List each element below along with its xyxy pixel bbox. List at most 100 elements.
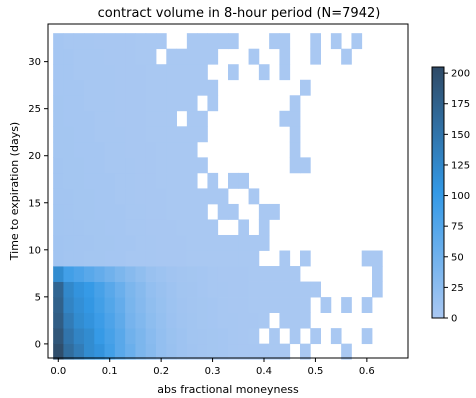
heatmap-cell: [63, 203, 75, 220]
heatmap-cell: [197, 219, 208, 236]
x-tick-label: 0.4: [256, 366, 272, 377]
heatmap-cell: [84, 141, 95, 158]
heatmap-cell: [156, 281, 167, 298]
heatmap-cell: [176, 79, 188, 96]
heatmap-cell: [156, 343, 167, 360]
heatmap-cell: [125, 141, 136, 158]
heatmap-cell: [63, 33, 75, 50]
heatmap-cell: [145, 126, 157, 143]
heatmap-cell: [186, 64, 198, 81]
heatmap-cell: [63, 64, 75, 81]
heatmap-cell: [207, 281, 219, 298]
heatmap-cell: [156, 219, 167, 236]
heatmap-cell: [125, 110, 136, 127]
heatmap-cell: [269, 266, 280, 282]
heatmap-cell: [135, 343, 147, 360]
heatmap-cell: [361, 297, 373, 313]
heatmap-cell: [156, 328, 167, 345]
heatmap-cell: [310, 281, 321, 298]
heatmap-cell: [73, 203, 85, 220]
heatmap-cell: [114, 297, 126, 313]
heatmap-cell: [289, 266, 301, 282]
heatmap-cell: [125, 172, 136, 189]
heatmap-cell: [53, 250, 64, 267]
heatmap-cell: [166, 328, 177, 345]
heatmap-cell: [53, 312, 64, 329]
heatmap-cell: [228, 312, 239, 329]
heatmap-cell: [63, 328, 75, 345]
heatmap-cell: [269, 281, 280, 298]
heatmap-cell: [248, 328, 260, 345]
heatmap-cell: [269, 297, 280, 313]
heatmap-cell: [300, 79, 311, 96]
heatmap-cell: [207, 172, 219, 189]
heatmap-cell: [125, 343, 136, 360]
heatmap-cell: [135, 203, 147, 220]
heatmap-cell: [145, 312, 157, 329]
heatmap-cell: [156, 141, 167, 158]
heatmap-cell: [135, 95, 147, 112]
heatmap-cell: [63, 281, 75, 298]
heatmap-cell: [176, 126, 188, 143]
heatmap-cell: [84, 172, 95, 189]
heatmap-cell: [94, 281, 105, 298]
chart-title: contract volume in 8-hour period (N=7942…: [98, 6, 381, 21]
heatmap-cell: [197, 48, 208, 65]
heatmap-cell: [145, 266, 157, 282]
heatmap-cell: [166, 141, 177, 158]
heatmap-cell: [279, 250, 291, 267]
heatmap-cell: [145, 110, 157, 127]
heatmap-cell: [279, 312, 291, 329]
heatmap-cell: [186, 48, 198, 65]
heatmap-cell: [125, 297, 136, 313]
heatmap-cell: [248, 188, 260, 205]
heatmap-cell: [197, 126, 208, 143]
heatmap-cell: [166, 219, 177, 236]
heatmap-cell: [156, 79, 167, 96]
heatmap-cell: [269, 203, 280, 220]
y-tick-label: 0: [35, 339, 41, 350]
heatmap-cell: [63, 172, 75, 189]
heatmap-cell: [176, 312, 188, 329]
heatmap-cell: [166, 297, 177, 313]
heatmap-cell: [145, 343, 157, 360]
heatmap-cell: [114, 266, 126, 282]
heatmap-cell: [104, 266, 116, 282]
heatmap-cell: [104, 95, 116, 112]
colorbar-tick-label: 25: [451, 283, 464, 294]
heatmap-cell: [53, 48, 64, 65]
heatmap-cell: [104, 79, 116, 96]
heatmap-cell: [94, 157, 105, 174]
colorbar: [431, 66, 445, 319]
heatmap-cell: [289, 157, 301, 174]
heatmap-cell: [238, 250, 249, 267]
heatmap-cell: [289, 297, 301, 313]
heatmap-cell: [186, 95, 198, 112]
heatmap-cell: [289, 328, 301, 345]
heatmap-cell: [114, 33, 126, 50]
heatmap-cell: [53, 343, 64, 360]
heatmap-cell: [94, 95, 105, 112]
heatmap-cell: [73, 79, 85, 96]
heatmap-cell: [145, 95, 157, 112]
heatmap-cell: [104, 172, 116, 189]
heatmap-cell: [279, 33, 291, 50]
heatmap-cell: [207, 95, 219, 112]
heatmap-cell: [248, 343, 260, 360]
heatmap-cell: [94, 250, 105, 267]
heatmap-cell: [176, 297, 188, 313]
heatmap-cell: [63, 110, 75, 127]
heatmap-cell: [84, 250, 95, 267]
heatmap-cell: [94, 188, 105, 205]
heatmap-cell: [63, 343, 75, 360]
heatmap-cell: [166, 48, 177, 65]
heatmap-cell: [114, 281, 126, 298]
heatmap-cell: [145, 203, 157, 220]
heatmap-cell: [217, 343, 229, 360]
x-tick-label: 0.5: [307, 366, 323, 377]
heatmap-cells: [53, 33, 383, 360]
heatmap-cell: [53, 172, 64, 189]
heatmap-cell: [73, 250, 85, 267]
x-axis-ticks: 0.0 0.1 0.2 0.3 0.4 0.5 0.6: [50, 358, 375, 377]
heatmap-cell: [63, 219, 75, 236]
